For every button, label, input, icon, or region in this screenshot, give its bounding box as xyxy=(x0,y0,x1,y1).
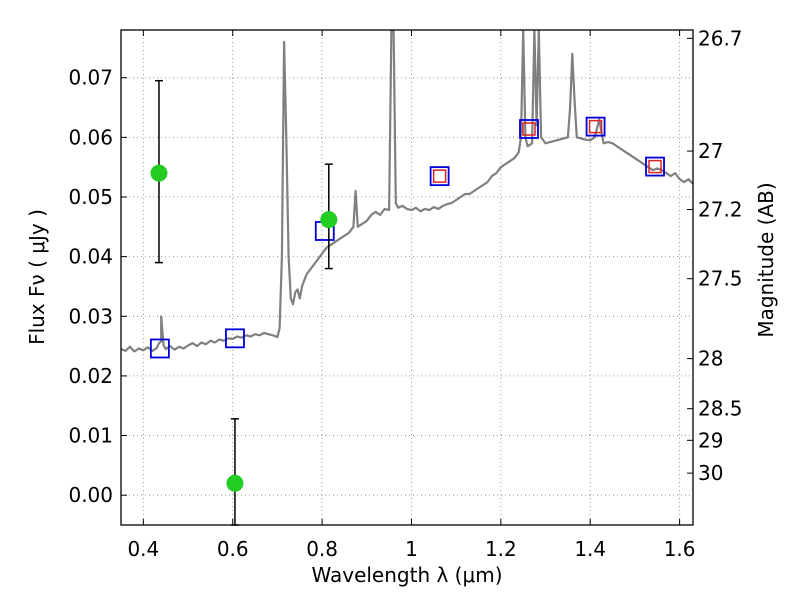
spectrum-line xyxy=(121,30,693,353)
model-photometry-point xyxy=(519,119,539,139)
x-tick-label: 0.8 xyxy=(306,537,338,561)
right-tick-label: 27 xyxy=(698,139,723,163)
right-axis-label: Magnitude (AB) xyxy=(754,182,778,337)
x-tick-label: 0.6 xyxy=(217,537,249,561)
y-axis-label: Flux Fν ( μJy ) xyxy=(25,209,49,345)
x-tick-label: 1.2 xyxy=(485,537,517,561)
grid xyxy=(121,30,693,525)
plot-data xyxy=(121,30,693,359)
observed-box-point xyxy=(522,122,536,136)
y-tick-label: 0.04 xyxy=(68,245,113,269)
right-tick-label: 26.7 xyxy=(698,26,743,50)
y-tick-label: 0.03 xyxy=(68,304,113,328)
right-tick-label: 30 xyxy=(698,461,723,485)
plot-frame xyxy=(120,29,694,526)
model-photometry-point xyxy=(585,116,606,137)
detection-point xyxy=(150,164,168,182)
y-tick-label: 0.06 xyxy=(68,125,113,149)
right-tick-label: 27.5 xyxy=(698,267,743,291)
model-photometry-point xyxy=(225,328,245,349)
model-photometry-point xyxy=(149,338,170,359)
observed-box-point xyxy=(432,169,447,183)
right-tick-label: 28 xyxy=(698,347,723,371)
detection-point xyxy=(320,211,338,229)
y-tick-label: 0.00 xyxy=(68,483,113,507)
ticks: 0.4 0.6 0.8 1 1.2 1.4 1.6 0.00 0.01 0.02 0.03 0.04 0… xyxy=(68,26,742,561)
x-tick-label: 1 xyxy=(405,537,418,561)
y-tick-label: 0.02 xyxy=(68,364,113,388)
errorbars xyxy=(150,79,338,526)
model-photometry-point xyxy=(429,166,450,187)
x-tick-label: 1.6 xyxy=(664,537,696,561)
right-tick-label: 28.5 xyxy=(698,397,743,421)
model-photometry-point xyxy=(645,156,665,177)
right-tick-label: 29 xyxy=(698,428,723,452)
observed-box-point xyxy=(588,119,603,134)
x-axis-label: Wavelength λ (μm) xyxy=(311,563,502,587)
detection-point xyxy=(226,474,244,492)
y-tick-label: 0.07 xyxy=(68,66,113,90)
observed-box-point xyxy=(648,159,662,174)
x-tick-label: 0.4 xyxy=(127,537,159,561)
x-tick-label: 1.4 xyxy=(574,537,606,561)
y-tick-label: 0.05 xyxy=(68,185,113,209)
y-tick-label: 0.01 xyxy=(68,424,113,448)
right-tick-label: 27.2 xyxy=(698,198,743,222)
